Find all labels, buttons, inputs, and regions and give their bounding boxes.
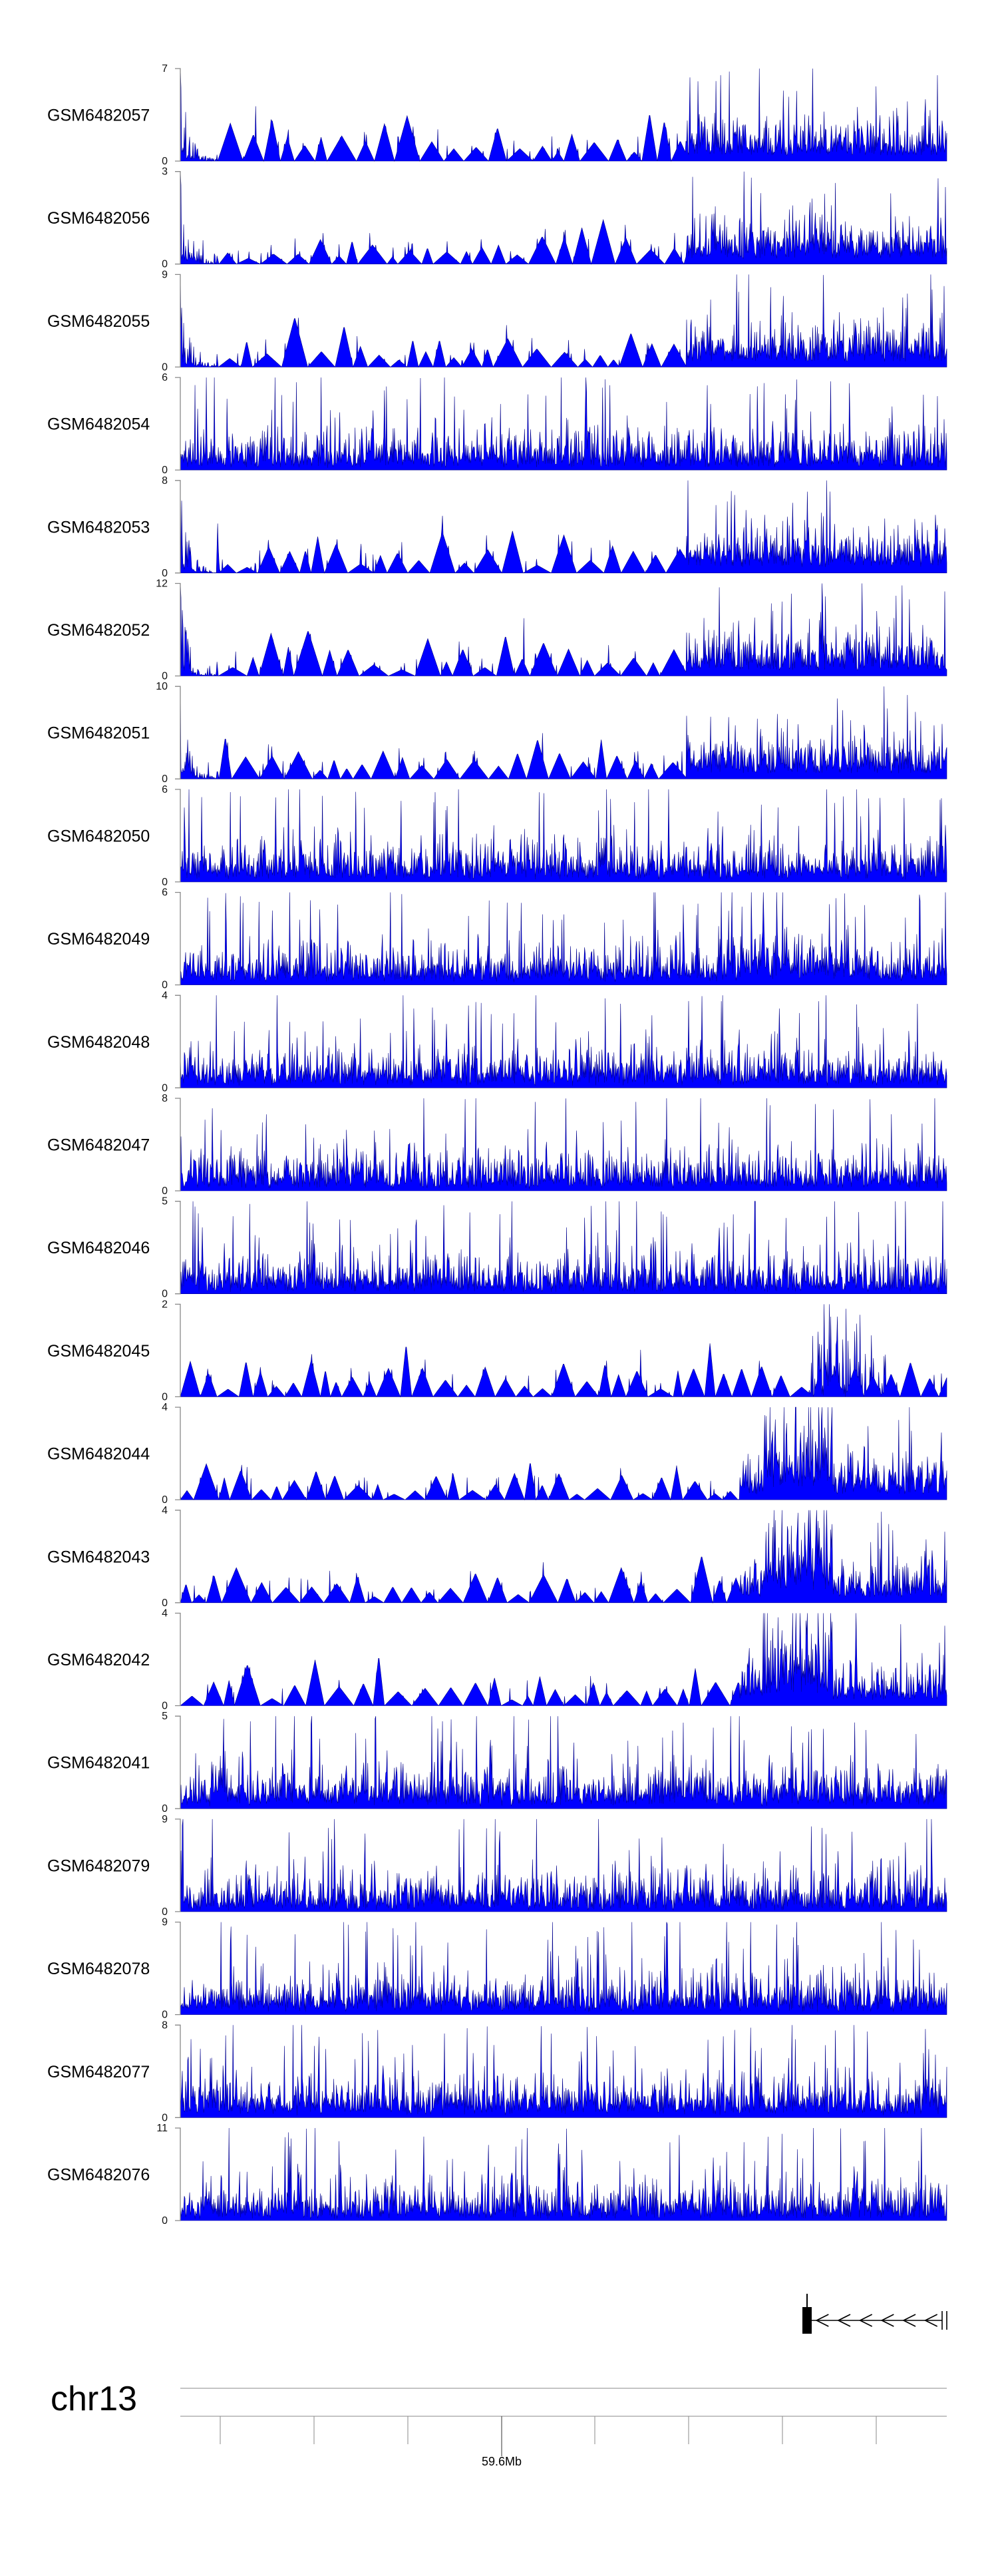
svg-text:4: 4 (162, 1402, 168, 1413)
svg-text:0: 0 (162, 1598, 168, 1609)
svg-text:GSM6482053: GSM6482053 (47, 518, 150, 537)
svg-text:0: 0 (162, 465, 168, 476)
svg-text:0: 0 (162, 2112, 168, 2123)
svg-text:0: 0 (162, 156, 168, 167)
svg-text:0: 0 (162, 1082, 168, 1094)
svg-text:59.6Mb: 59.6Mb (482, 2455, 522, 2468)
svg-text:9: 9 (162, 269, 168, 280)
svg-text:GSM6482042: GSM6482042 (47, 1651, 150, 1669)
svg-text:9: 9 (162, 1917, 168, 1928)
svg-text:0: 0 (162, 671, 168, 682)
svg-text:GSM6482046: GSM6482046 (47, 1239, 150, 1257)
svg-text:5: 5 (162, 1711, 168, 1722)
svg-text:0: 0 (162, 1701, 168, 1712)
svg-text:0: 0 (162, 1185, 168, 1197)
svg-text:GSM6482057: GSM6482057 (47, 107, 150, 125)
svg-text:GSM6482077: GSM6482077 (47, 2063, 150, 2081)
svg-text:3: 3 (162, 166, 168, 178)
svg-text:4: 4 (162, 990, 168, 1001)
svg-text:GSM6482056: GSM6482056 (47, 209, 150, 228)
svg-text:0: 0 (162, 877, 168, 888)
svg-text:8: 8 (162, 2020, 168, 2031)
svg-text:10: 10 (156, 681, 168, 692)
svg-text:8: 8 (162, 475, 168, 487)
svg-text:0: 0 (162, 1906, 168, 1918)
svg-text:12: 12 (156, 578, 168, 590)
svg-text:6: 6 (162, 372, 168, 383)
svg-text:0: 0 (162, 361, 168, 373)
svg-text:0: 0 (162, 2010, 168, 2021)
svg-text:0: 0 (162, 773, 168, 785)
svg-text:GSM6482041: GSM6482041 (47, 1754, 150, 1773)
svg-text:GSM6482051: GSM6482051 (47, 724, 150, 743)
svg-text:GSM6482050: GSM6482050 (47, 827, 150, 845)
svg-text:GSM6482047: GSM6482047 (47, 1136, 150, 1155)
svg-text:6: 6 (162, 784, 168, 795)
svg-text:GSM6482078: GSM6482078 (47, 1960, 150, 1978)
svg-text:GSM6482055: GSM6482055 (47, 312, 150, 331)
svg-text:GSM6482045: GSM6482045 (47, 1342, 150, 1361)
svg-text:0: 0 (162, 2215, 168, 2227)
svg-text:11: 11 (156, 2123, 168, 2134)
svg-text:0: 0 (162, 1803, 168, 1815)
svg-text:chr13: chr13 (51, 2380, 137, 2418)
svg-text:4: 4 (162, 1505, 168, 1516)
svg-text:0: 0 (162, 259, 168, 270)
svg-text:2: 2 (162, 1299, 168, 1310)
svg-text:7: 7 (162, 63, 168, 75)
svg-text:0: 0 (162, 1289, 168, 1300)
svg-text:9: 9 (162, 1814, 168, 1825)
svg-text:6: 6 (162, 887, 168, 899)
svg-text:GSM6482048: GSM6482048 (47, 1033, 150, 1052)
svg-text:4: 4 (162, 1608, 168, 1619)
svg-text:0: 0 (162, 568, 168, 579)
svg-text:GSM6482079: GSM6482079 (47, 1856, 150, 1875)
svg-text:GSM6482044: GSM6482044 (47, 1445, 150, 1464)
svg-text:GSM6482052: GSM6482052 (47, 621, 150, 640)
svg-text:GSM6482043: GSM6482043 (47, 1548, 150, 1566)
svg-text:GSM6482054: GSM6482054 (47, 415, 150, 434)
svg-text:0: 0 (162, 980, 168, 991)
svg-text:GSM6482049: GSM6482049 (47, 930, 150, 949)
svg-text:5: 5 (162, 1196, 168, 1207)
svg-text:0: 0 (162, 1391, 168, 1402)
svg-text:8: 8 (162, 1093, 168, 1104)
svg-text:GSM6482076: GSM6482076 (47, 2166, 150, 2185)
svg-text:0: 0 (162, 1494, 168, 1506)
